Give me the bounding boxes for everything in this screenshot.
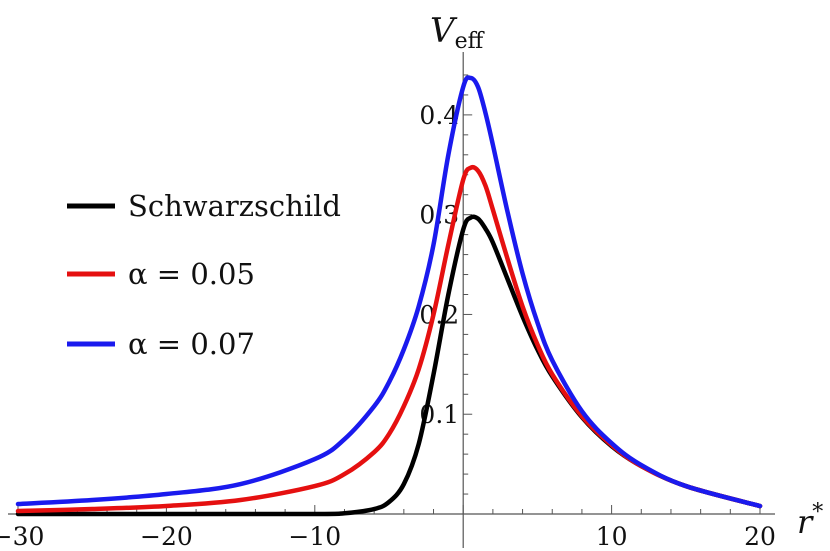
legend-label-2: α = 0.07 [128,327,255,361]
legend: Schwarzschild α = 0.05 α = 0.07 [67,189,341,361]
x-tick-label: 10 [596,522,628,551]
x-tick-label: −30 [0,522,44,551]
y-axis-title: Veff [430,11,485,54]
x-tick-label: −20 [140,522,193,551]
x-axis-title: r* [797,500,823,541]
series-line-2 [15,75,763,509]
series-line-1 [15,164,763,514]
x-tick-label: −10 [288,522,341,551]
axis-titles: Veff r* [430,11,823,541]
curves [15,75,763,517]
legend-label-0: Schwarzschild [128,189,341,223]
legend-label-1: α = 0.05 [128,257,255,291]
ticks: −30 −20 −10 10 200.10.20.30.4 [0,74,776,551]
x-tick-label: 20 [744,522,776,551]
y-tick-label: 0.2 [419,300,459,329]
